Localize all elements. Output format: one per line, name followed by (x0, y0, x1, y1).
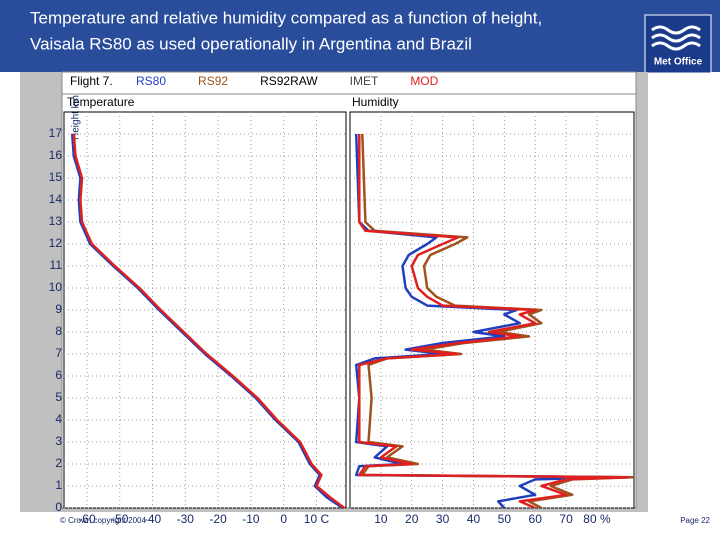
y-tick-label: 12 (49, 236, 63, 250)
x-tick-label: -50 (111, 512, 129, 526)
y-tick-label: 9 (55, 302, 62, 316)
legend-entry: RS80 (136, 74, 166, 88)
copyright: © Crown copyright 2004 (60, 516, 146, 525)
y-tick-label: 2 (55, 456, 62, 470)
profile-line (72, 133, 346, 508)
legend-entry: RS92RAW (260, 74, 318, 88)
page-number: Page 22 (680, 516, 710, 525)
legend-entry: RS92 (198, 74, 228, 88)
x-tick-label: -10 (242, 512, 260, 526)
x-tick-label: 80 % (583, 512, 611, 526)
y-tick-label: 14 (49, 192, 63, 206)
y-tick-label: 7 (55, 346, 62, 360)
y-tick-label: 17 (49, 126, 63, 140)
y-tick-label: 4 (55, 412, 62, 426)
y-tick-label: 11 (50, 258, 63, 272)
x-tick-label: 10 (374, 512, 388, 526)
legend-title: Flight 7. (70, 74, 113, 88)
x-tick-label: -40 (144, 512, 162, 526)
title-line: Vaisala RS80 as used operationally in Ar… (30, 34, 472, 53)
x-tick-label: 40 (467, 512, 481, 526)
legend-entry: MOD (410, 74, 438, 88)
y-tick-label: 0 (55, 500, 62, 514)
profile-line (358, 134, 630, 508)
y-tick-label: 6 (55, 368, 62, 382)
x-tick-label: 0 (280, 512, 287, 526)
legend-entry: IMET (350, 74, 379, 88)
x-tick-label: 10 C (304, 512, 330, 526)
y-tick-label: 15 (49, 170, 63, 184)
header-band (0, 0, 720, 72)
logo: Met Office (644, 14, 712, 74)
x-tick-label: -20 (209, 512, 227, 526)
y-tick-label: 10 (49, 280, 63, 294)
x-tick-label: 60 (529, 512, 543, 526)
logo-text: Met Office (654, 57, 703, 68)
logo-waves (651, 25, 701, 51)
y-tick-label: 5 (55, 390, 62, 404)
title-line: Temperature and relative humidity compar… (30, 8, 542, 27)
y-tick-label: 1 (55, 478, 62, 492)
y-tick-label: 13 (49, 214, 63, 228)
chart-window (61, 71, 637, 509)
x-tick-label: 50 (498, 512, 512, 526)
y-tick-label: 16 (49, 148, 63, 162)
panel-title: Temperature (67, 95, 135, 109)
x-tick-label: -30 (177, 512, 195, 526)
y-tick-label: 8 (55, 324, 62, 338)
x-tick-label: 70 (559, 512, 573, 526)
x-tick-label: 30 (436, 512, 450, 526)
x-tick-label: -60 (78, 512, 96, 526)
y-tick-label: 3 (55, 434, 62, 448)
y-axis-label: Height km (71, 95, 82, 140)
x-tick-label: 20 (405, 512, 419, 526)
panel-title: Humidity (352, 95, 399, 109)
